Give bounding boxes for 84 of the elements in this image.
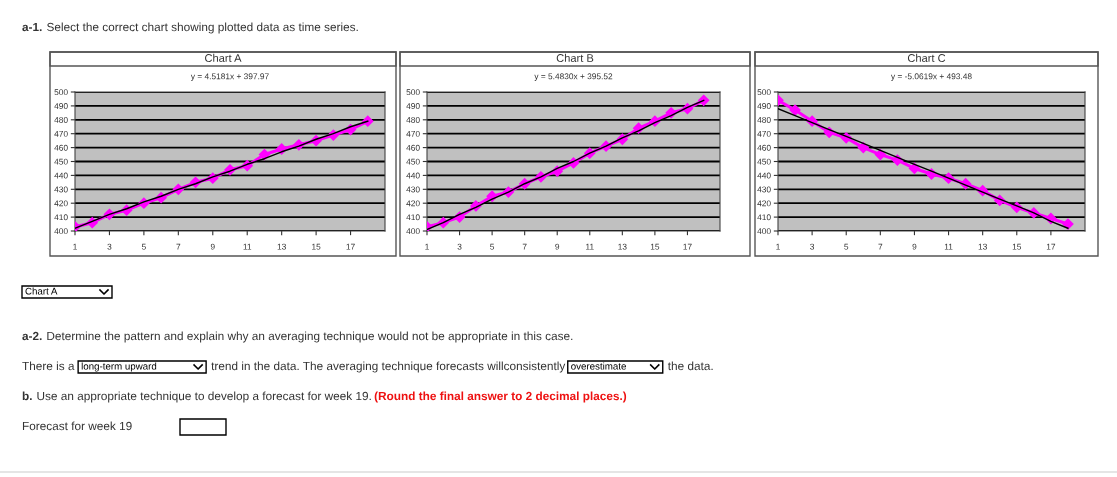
- text: y = 5.4830x + 395.52: [534, 73, 613, 81]
- y-tick-label: 430: [54, 186, 68, 193]
- y-tick-label: 490: [406, 103, 420, 109]
- x-tick-label: 5: [490, 243, 495, 250]
- x-tick-label: 1: [73, 243, 77, 250]
- y-tick-label: 490: [54, 103, 68, 109]
- y-tick-label: 430: [757, 186, 771, 193]
- x-tick-label: 13: [978, 243, 987, 250]
- text: Forecast for week 19: [22, 421, 132, 431]
- y-tick-label: 440: [406, 172, 420, 179]
- x-tick-label: 5: [141, 243, 146, 250]
- x-tick-label: 13: [618, 243, 627, 250]
- text: a-2.: [22, 331, 42, 341]
- y-tick-label: 480: [406, 117, 420, 123]
- text: Determine the pattern and explain why an averaging technique would not be appropriate in this case.: [47, 331, 573, 343]
- x-tick-label: 3: [107, 243, 112, 250]
- x-tick-label: 17: [346, 243, 355, 250]
- x-tick-label: 17: [1046, 243, 1056, 250]
- text: y = -5.0619x + 493.48: [890, 73, 972, 81]
- y-tick-label: 460: [757, 144, 771, 151]
- chart-title: Chart B: [556, 53, 594, 62]
- x-tick-label: 5: [844, 243, 849, 250]
- y-tick-label: 440: [54, 172, 68, 179]
- x-tick-label: 3: [457, 243, 462, 250]
- y-tick-label: 460: [54, 144, 68, 151]
- x-tick-label: 1: [425, 243, 429, 250]
- x-tick-label: 9: [912, 243, 917, 250]
- text: the data.: [667, 361, 713, 371]
- chart-title: Chart C: [907, 53, 946, 62]
- chart-title: Chart A: [205, 53, 242, 62]
- y-tick-label: 410: [54, 214, 68, 221]
- y-tick-label: 450: [406, 158, 420, 165]
- text: trend in the data. The averaging technique forecasts willconsistently: [211, 361, 566, 373]
- text: y = 4.5181x + 397.97: [190, 73, 269, 81]
- y-tick-label: 410: [757, 214, 771, 221]
- x-tick-label: 15: [312, 243, 321, 250]
- x-tick-label: 15: [1012, 243, 1022, 250]
- text: Use an appropriate technique to develop a forecast for week 19.: [37, 391, 371, 403]
- y-tick-label: 480: [54, 117, 68, 123]
- point: [789, 104, 801, 116]
- y-tick-label: 470: [54, 130, 68, 137]
- y-tick-label: 500: [406, 89, 420, 96]
- y-tick-label: 480: [757, 117, 771, 123]
- text: (Round the final answer to 2 decimal places.): [374, 391, 627, 403]
- y-tick-label: 500: [757, 89, 771, 96]
- text: Select the correct chart showing plotted data as time series.: [47, 22, 358, 34]
- text: overestimate: [571, 362, 626, 370]
- y-tick-label: 400: [406, 228, 420, 235]
- y-tick-label: 440: [757, 172, 771, 179]
- x-tick-label: 7: [522, 243, 527, 250]
- y-tick-label: 400: [54, 228, 68, 235]
- y-tick-label: 500: [54, 89, 68, 96]
- x-tick-label: 7: [176, 243, 181, 250]
- text: There is a: [22, 361, 75, 371]
- y-tick-label: 430: [406, 186, 420, 193]
- y-tick-label: 470: [757, 130, 771, 137]
- y-tick-label: 450: [757, 158, 771, 165]
- x-tick-label: 9: [555, 243, 560, 250]
- y-tick-label: 420: [54, 200, 68, 207]
- x-tick-label: 1: [776, 243, 780, 250]
- x-tick-label: 17: [683, 243, 692, 250]
- y-tick-label: 490: [757, 103, 771, 109]
- text: long-term upward: [81, 362, 157, 372]
- point: [908, 162, 921, 175]
- x-tick-label: 9: [210, 243, 215, 250]
- y-tick-label: 450: [54, 158, 68, 165]
- point: [857, 141, 869, 154]
- x-tick-label: 3: [810, 243, 815, 250]
- y-tick-label: 460: [406, 144, 420, 151]
- y-tick-label: 420: [406, 200, 420, 207]
- text: b.: [22, 391, 32, 401]
- x-tick-label: 15: [650, 243, 660, 250]
- y-tick-label: 400: [757, 228, 771, 235]
- x-tick-label: 11: [944, 243, 953, 250]
- x-tick-label: 13: [277, 243, 286, 250]
- y-tick-label: 470: [406, 130, 420, 137]
- x-tick-label: 11: [243, 243, 252, 250]
- text: a-1.: [22, 22, 42, 32]
- y-tick-label: 420: [757, 200, 771, 207]
- x-tick-label: 11: [586, 243, 594, 250]
- y-tick-label: 410: [406, 214, 420, 221]
- text: Chart A: [25, 287, 58, 295]
- point: [874, 148, 886, 161]
- x-tick-label: 7: [878, 243, 883, 250]
